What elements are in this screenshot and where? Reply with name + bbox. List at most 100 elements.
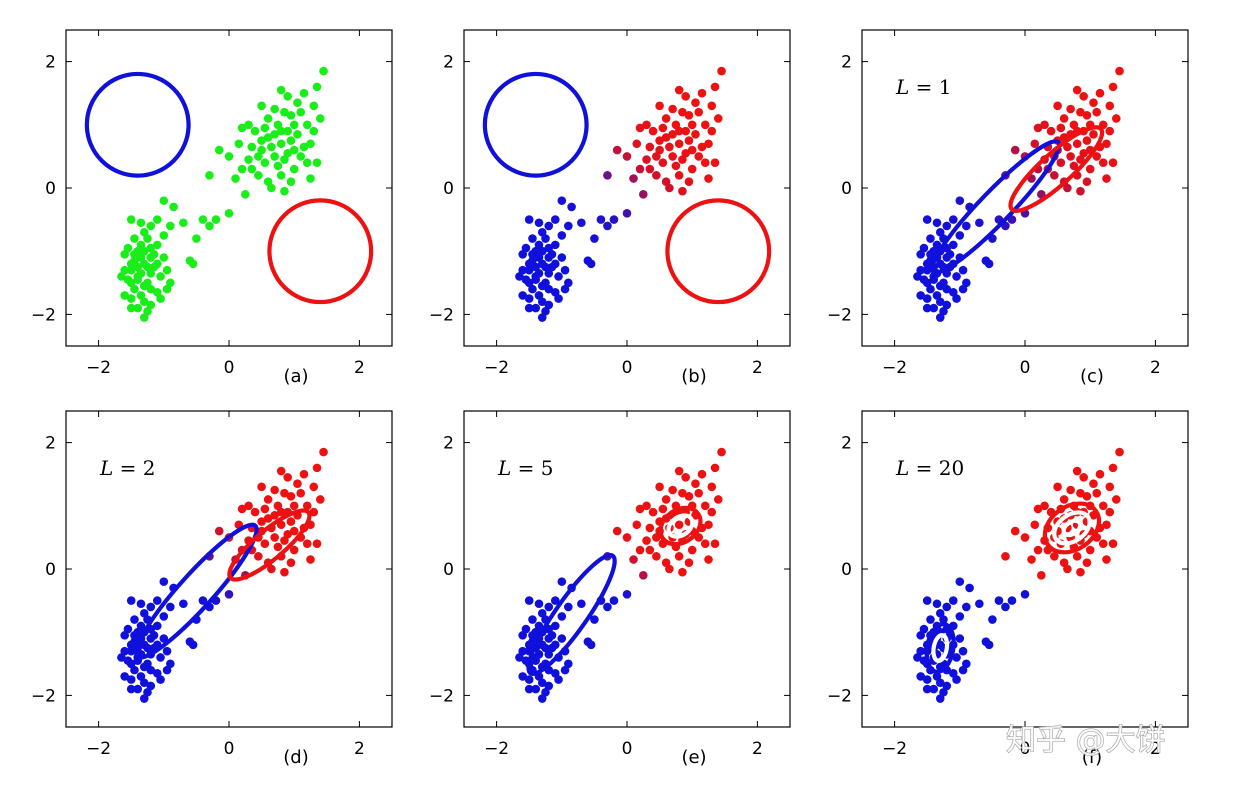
data-point (710, 463, 720, 473)
data-point (136, 599, 146, 609)
data-point (136, 672, 146, 681)
data-point (1020, 589, 1030, 599)
data-point (254, 171, 263, 180)
data-point (684, 111, 694, 120)
data-point (146, 221, 156, 231)
data-point (687, 164, 697, 174)
data-point (126, 675, 136, 684)
data-point (162, 265, 172, 275)
data-point (541, 262, 550, 272)
data-point (612, 526, 622, 536)
data-point (531, 275, 541, 284)
data-point (159, 231, 169, 240)
data-point (537, 678, 547, 688)
data-point (244, 155, 253, 164)
gaussian-contour-blue (526, 552, 617, 677)
data-point (1072, 85, 1082, 95)
data-point (126, 596, 136, 605)
data-point (550, 668, 560, 678)
data-point (544, 650, 554, 659)
data-point (661, 177, 671, 186)
data-point (564, 659, 573, 669)
data-point (554, 675, 563, 684)
data-point (1056, 123, 1066, 133)
data-point (922, 294, 932, 303)
data-point (524, 215, 534, 224)
panel-label: (a) (283, 366, 308, 387)
data-point (276, 85, 286, 95)
data-point (521, 275, 531, 284)
data-point (537, 694, 547, 703)
y-tick-label: 0 (45, 560, 56, 580)
data-point (289, 545, 299, 555)
data-point (518, 672, 527, 681)
data-point (250, 507, 260, 517)
data-point (1089, 129, 1098, 139)
data-point (603, 171, 612, 180)
data-point (257, 145, 266, 155)
data-point (136, 291, 146, 300)
data-point (126, 303, 136, 313)
data-point (642, 536, 651, 545)
data-point (1076, 107, 1085, 117)
data-point (302, 158, 312, 168)
data-point (286, 111, 296, 120)
data-point (531, 303, 541, 313)
data-point (1095, 88, 1105, 98)
data-point (655, 101, 664, 111)
data-point (518, 265, 527, 275)
data-point (117, 272, 126, 281)
data-point (276, 139, 286, 149)
data-point (143, 234, 152, 243)
data-point (942, 221, 952, 231)
data-point (306, 174, 315, 183)
data-point (665, 564, 674, 574)
data-point (958, 646, 968, 656)
data-point (550, 240, 560, 250)
data-point (198, 215, 208, 224)
data-point (179, 599, 188, 609)
data-point (270, 533, 279, 542)
data-point (286, 558, 296, 567)
data-point (557, 231, 567, 240)
data-point (935, 694, 945, 703)
data-point (1105, 126, 1115, 136)
data-point (994, 596, 1004, 605)
data-point (700, 120, 710, 130)
data-point (244, 120, 253, 130)
data-point (139, 281, 149, 291)
data-point (247, 164, 257, 174)
data-point (691, 479, 700, 488)
data-point (276, 466, 286, 476)
y-tick-label: −2 (827, 305, 852, 325)
data-point (681, 148, 690, 158)
data-point (710, 82, 720, 92)
data-point (674, 520, 684, 530)
data-point (120, 265, 129, 275)
y-tick-label: 2 (443, 434, 454, 454)
data-point (534, 240, 544, 250)
data-point (152, 240, 162, 250)
data-point (919, 275, 929, 284)
data-point (1066, 152, 1075, 161)
data-point (919, 624, 929, 634)
data-point (1033, 545, 1043, 555)
data-point (674, 85, 684, 95)
data-point (1053, 101, 1062, 111)
data-point (1040, 501, 1049, 511)
data-point (929, 275, 939, 284)
data-point (1092, 488, 1102, 498)
data-point (289, 526, 299, 536)
data-point (185, 637, 195, 646)
data-point (293, 129, 302, 139)
data-point (293, 98, 302, 107)
data-point (955, 231, 965, 240)
data-point (557, 634, 567, 643)
data-point (315, 114, 325, 123)
data-point (590, 234, 599, 243)
data-points (117, 447, 328, 703)
data-point (700, 539, 710, 549)
data-point (926, 615, 935, 624)
data-point (629, 555, 638, 564)
